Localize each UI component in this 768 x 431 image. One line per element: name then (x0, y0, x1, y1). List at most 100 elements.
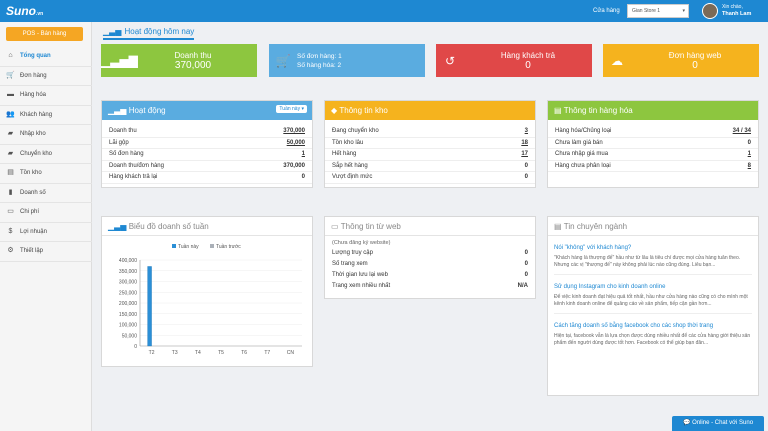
news-link[interactable]: Cách tăng doanh số bằng facebook cho các… (554, 323, 714, 329)
avatar[interactable] (702, 3, 718, 19)
top-bar: Suno.vn Cửa hàng Gian Store 1 ▾ Xin chào,… (0, 0, 768, 22)
sidebar-item-profit[interactable]: $ Lợi nhuận (0, 223, 92, 242)
users-icon: 👥 (6, 110, 15, 118)
activity-panel: ▁▃▅ Hoạt động Tuần này ▾ Doanh thu 370,000… (101, 100, 313, 188)
sidebar-item-customers[interactable]: 👥 Khách hàng (0, 106, 92, 125)
list-icon: ▤ (554, 221, 564, 231)
table-row: Sắp hết hàng 0 (325, 161, 535, 172)
sidebar: POS - Bán hàng ⌂ Tổng quan 🛒 Đơn hàng ▬ Hàn… (0, 22, 92, 431)
pos-button[interactable]: POS - Bán hàng (6, 27, 83, 41)
table-row: Doanh thu 370,000 (102, 126, 312, 138)
chat-button[interactable]: 💬 Online - Chat với Suno (672, 416, 764, 431)
news-summary: "Khách hàng là thượng đế" hầu như từ lâu… (554, 255, 752, 275)
sidebar-item-goods[interactable]: ▬ Hàng hóa (0, 86, 92, 106)
chart-header: ▁▃▅ Biểu đồ doanh số tuần (102, 217, 312, 236)
news-link[interactable]: Nói "không" với khách hàng? (554, 245, 632, 251)
sidebar-item-stock-in[interactable]: ▰ Nhập kho (0, 125, 92, 145)
monitor-icon: ▭ (331, 221, 341, 231)
user-menu[interactable]: Xin chào, Thanh Lam (722, 4, 752, 17)
list-icon: ▤ (554, 106, 564, 115)
cart-icon: 🛒 (275, 53, 291, 68)
signal-bars-icon: ▁▃▅▇ (101, 53, 138, 68)
stat-revenue[interactable]: ▁▃▅▇ Doanh thu 370,000 (101, 44, 257, 77)
sidebar-item-overview[interactable]: ⌂ Tổng quan (0, 47, 92, 67)
news-summary: Hiện tại, facebook vẫn là lựa chọn được … (554, 333, 751, 346)
refresh-icon: ↺ (444, 53, 456, 68)
x-tick-label: T2 (149, 350, 155, 356)
stock-header: ◆ Thông tin kho (325, 101, 535, 120)
sidebar-item-expenses[interactable]: ▭ Chi phí (0, 203, 92, 223)
bar-chart-icon: ▁▃▅ (108, 221, 129, 231)
sidebar-item-transfer[interactable]: ▰ Chuyển kho (0, 145, 92, 164)
cart-icon: 🛒 (6, 71, 15, 79)
y-tick-label: 0 (134, 344, 137, 350)
x-tick-label: T7 (264, 350, 270, 356)
table-row: Số trang xem 0 (332, 260, 528, 267)
x-tick-label: CN (287, 350, 295, 356)
legend-label: Tuần này (178, 244, 199, 250)
store-label: Cửa hàng (593, 8, 620, 14)
legend-swatch (172, 244, 176, 248)
table-row: Hàng khách trả lại 0 (102, 172, 312, 184)
stat-returns[interactable]: ↺ Hàng khách trả 0 (436, 44, 592, 77)
table-row: Chưa nhập giá mua 1 (548, 149, 758, 161)
web-info-note: (Chưa đăng ký website) (332, 240, 391, 246)
activity-header: ▁▃▅ Hoạt động Tuần này ▾ (102, 101, 312, 120)
tag-icon: ◆ (331, 106, 340, 115)
goods-header: ▤ Thông tin hàng hóa (548, 101, 758, 120)
news-link[interactable]: Sử dụng Instagram cho kinh doanh online (554, 284, 666, 290)
table-row: Đang chuyển kho 3 (325, 126, 535, 138)
sidebar-item-inventory[interactable]: ▤ Tồn kho (0, 164, 92, 184)
truck-move-icon: ▰ (7, 149, 14, 157)
weekly-chart-panel: ▁▃▅ Biểu đồ doanh số tuần Tuần này Tuần t… (101, 216, 313, 367)
table-row: Thời gian lưu lại web 0 (332, 271, 528, 278)
table-row: Lãi gộp 50,000 (102, 138, 312, 149)
chart-icon: ▮ (8, 188, 13, 196)
news-summary: Để việc kinh doanh đạt hiệu quả tốt nhất… (554, 294, 752, 314)
bar-chart-icon: ▁▃▅ (108, 106, 129, 115)
table-row: Tồn kho lâu 18 (325, 138, 535, 149)
table-row: Trang xem nhiều nhất N/A (332, 282, 528, 289)
y-tick-label: 350,000 (119, 269, 137, 275)
x-tick-label: T4 (195, 350, 201, 356)
settings-icon: ⚙ (7, 247, 14, 255)
tag-icon: ▬ (7, 91, 14, 99)
table-row: Doanh thu/đơn hàng 370,000 (102, 161, 312, 172)
table-row: Lượng truy cập 0 (332, 249, 528, 256)
table-row: Hàng hóa/Chủng loại 34 / 34 (548, 126, 758, 138)
period-select[interactable]: Tuần này ▾ (276, 105, 307, 113)
sidebar-nav: ⌂ Tổng quan 🛒 Đơn hàng ▬ Hàng hóa 👥 Khách hà… (0, 47, 92, 262)
stat-web-orders[interactable]: ☁ Đơn hàng web 0 (603, 44, 759, 77)
bar-chart-icon: ▁▃▅ (103, 27, 122, 36)
chat-icon: 💬 (682, 420, 693, 426)
sidebar-item-settings[interactable]: ⚙ Thiết lập (0, 242, 92, 262)
bar (147, 266, 152, 347)
box-icon: ▤ (7, 169, 14, 177)
web-info-panel: ▭ Thông tin từ web (Chưa đăng ký website… (324, 216, 536, 299)
sidebar-item-orders[interactable]: 🛒 Đơn hàng (0, 67, 92, 86)
truck-in-icon: ▰ (7, 130, 14, 138)
sidebar-item-sales[interactable]: ▮ Doanh số (0, 184, 92, 203)
web-info-header: ▭ Thông tin từ web (325, 217, 535, 236)
legend-swatch (210, 244, 214, 248)
x-tick-label: T6 (241, 350, 247, 356)
home-icon: ⌂ (8, 52, 13, 60)
stock-panel: ◆ Thông tin kho Đang chuyển kho 3 Tồn kho… (324, 100, 536, 188)
cloud-icon: ☁ (611, 53, 623, 68)
stat-orders[interactable]: 🛒 Số đơn hàng: 1 Số hàng hóa: 2 (269, 44, 425, 77)
weekly-sales-chart: Tuần này Tuần trước 400,000 350,000 300,000 2… (119, 244, 302, 356)
chevron-down-icon: ▾ (682, 8, 685, 14)
goods-panel: ▤ Thông tin hàng hóa Hàng hóa/Chủng loại… (547, 100, 759, 188)
y-tick-label: 400,000 (119, 258, 137, 264)
y-tick-label: 300,000 (119, 280, 137, 286)
table-row: Vượt định mức 0 (325, 172, 535, 184)
store-select[interactable]: Gian Store 1 ▾ (627, 4, 689, 18)
y-tick-label: 100,000 (119, 323, 137, 329)
table-row: Chưa làm giá bán 0 (548, 138, 758, 149)
y-tick-label: 200,000 (119, 301, 137, 307)
legend-label: Tuần trước (216, 244, 241, 250)
y-tick-label: 150,000 (119, 312, 137, 318)
logo[interactable]: Suno.vn (6, 4, 44, 18)
table-row: Số đơn hàng 1 (102, 149, 312, 161)
table-row: Hết hàng 17 (325, 149, 535, 161)
